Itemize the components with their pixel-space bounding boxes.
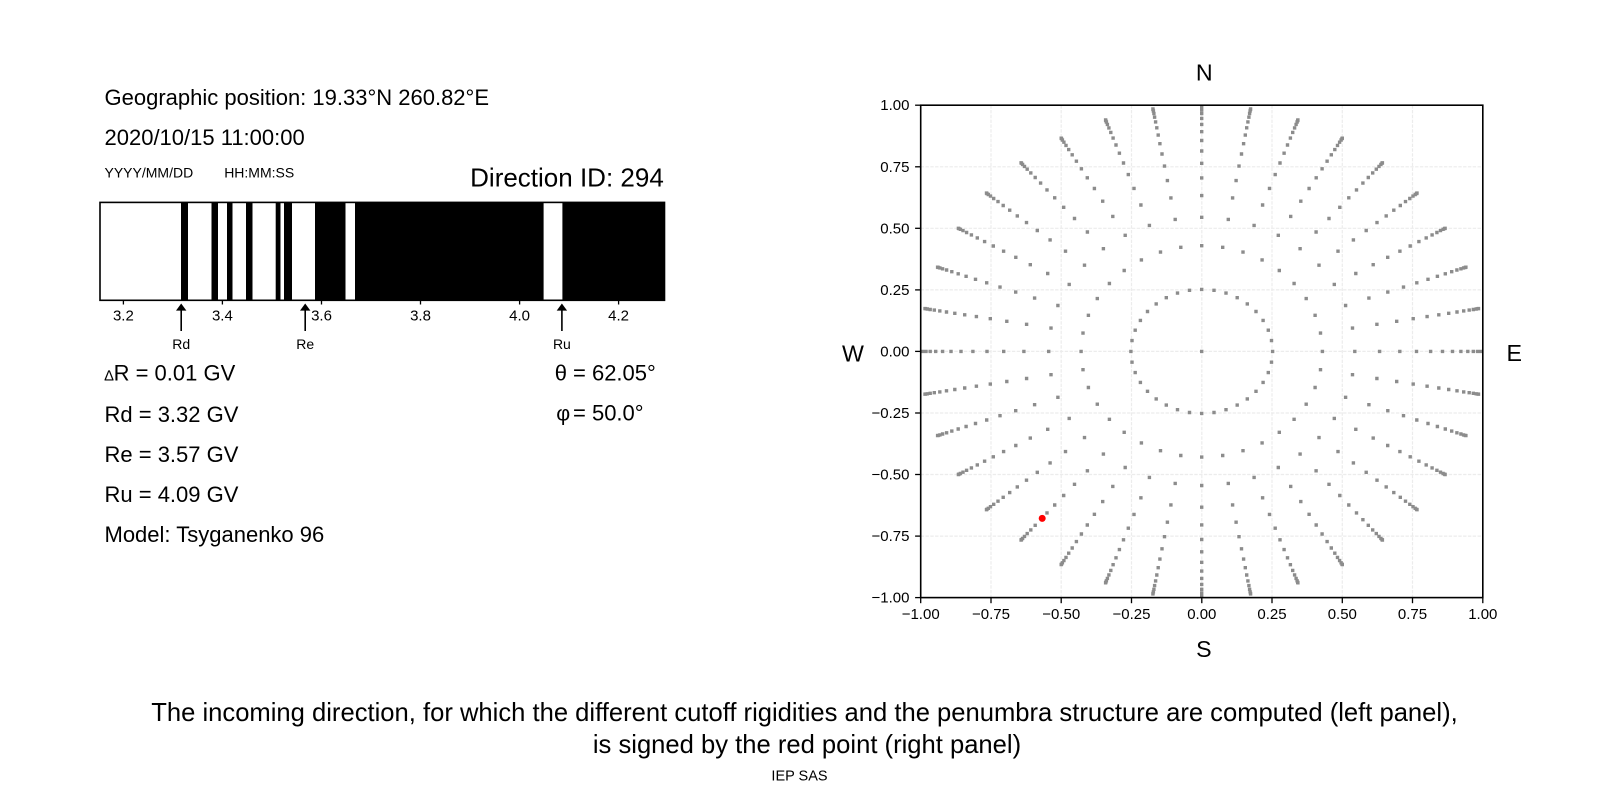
- svg-text:Re: Re: [296, 336, 314, 352]
- svg-text:YYYY/MM/DD: YYYY/MM/DD: [105, 165, 194, 181]
- svg-text:3.6: 3.6: [311, 307, 332, 324]
- svg-text:0.50: 0.50: [880, 220, 909, 237]
- svg-text:4.2: 4.2: [608, 307, 629, 324]
- svg-text:−0.25: −0.25: [1113, 606, 1151, 623]
- svg-text:= 50.0°: = 50.0°: [573, 400, 644, 425]
- svg-text:−1.00: −1.00: [902, 606, 940, 623]
- svg-text:3.8: 3.8: [410, 307, 431, 324]
- svg-text:θ: θ: [555, 361, 567, 386]
- svg-text:2020/10/15 11:00:00: 2020/10/15 11:00:00: [105, 125, 305, 150]
- svg-text:W: W: [842, 340, 864, 366]
- svg-text:The incoming direction, for wh: The incoming direction, for which the di…: [151, 699, 1457, 727]
- svg-text:−0.50: −0.50: [1042, 606, 1080, 623]
- svg-text:N: N: [1196, 60, 1213, 86]
- svg-text:IEP SAS: IEP SAS: [771, 768, 827, 784]
- svg-text:Model: Tsyganenko 96: Model: Tsyganenko 96: [105, 522, 325, 547]
- svg-text:Direction ID: 294: Direction ID: 294: [470, 163, 664, 193]
- svg-text:Rd = 3.32 GV: Rd = 3.32 GV: [105, 402, 239, 427]
- svg-text:= 62.05°: = 62.05°: [573, 361, 656, 386]
- svg-text:−0.75: −0.75: [872, 528, 910, 545]
- svg-text:Geographic position: 19.33°N 2: Geographic position: 19.33°N 260.82°E: [105, 85, 490, 110]
- svg-text:φ: φ: [556, 401, 570, 425]
- svg-text:Rd: Rd: [172, 336, 190, 352]
- svg-text:4.0: 4.0: [509, 307, 530, 324]
- svg-text:1.00: 1.00: [880, 97, 909, 114]
- svg-text:−0.75: −0.75: [972, 606, 1010, 623]
- svg-text:E: E: [1506, 340, 1521, 366]
- svg-text:0.50: 0.50: [1328, 606, 1357, 623]
- svg-text:HH:MM:SS: HH:MM:SS: [224, 165, 294, 181]
- svg-text:0.00: 0.00: [1187, 606, 1216, 623]
- svg-text:0.75: 0.75: [1398, 606, 1427, 623]
- svg-text:3.2: 3.2: [113, 307, 134, 324]
- svg-text:Ru = 4.09 GV: Ru = 4.09 GV: [105, 482, 239, 507]
- svg-text:−0.25: −0.25: [872, 405, 910, 422]
- svg-text:∆R = 0.01 GV: ∆R = 0.01 GV: [105, 361, 236, 386]
- svg-text:Re = 3.57 GV: Re = 3.57 GV: [105, 442, 239, 467]
- svg-text:0.25: 0.25: [1257, 606, 1286, 623]
- svg-text:is signed by the red point (ri: is signed by the red point (right panel): [593, 731, 1021, 759]
- svg-text:−0.50: −0.50: [872, 467, 910, 484]
- svg-text:S: S: [1196, 636, 1211, 662]
- svg-text:Ru: Ru: [553, 336, 571, 352]
- svg-text:1.00: 1.00: [1468, 606, 1497, 623]
- svg-text:3.4: 3.4: [212, 307, 233, 324]
- svg-text:0.25: 0.25: [880, 282, 909, 299]
- svg-text:0.75: 0.75: [880, 159, 909, 176]
- svg-text:−1.00: −1.00: [872, 590, 910, 607]
- svg-text:0.00: 0.00: [880, 343, 909, 360]
